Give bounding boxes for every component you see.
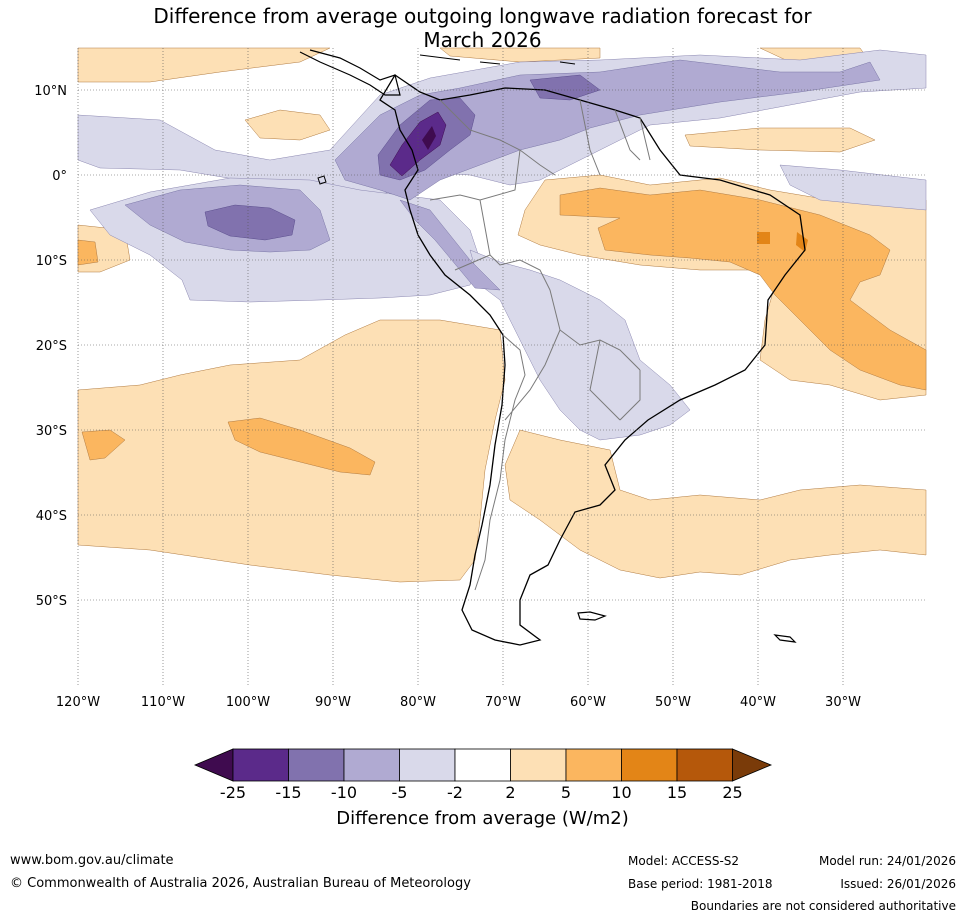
map-panel [77,47,927,685]
colorbar-title: Difference from average (W/m2) [336,808,629,829]
longitude-labels: 120°W 110°W 100°W 90°W 80°W 70°W 60°W 50… [56,695,861,710]
colorbar [193,748,773,782]
boundaries-disclaimer: Boundaries are not considered authoritat… [690,899,956,913]
peru-coast-band [399,199,501,291]
colorbar-tick: 15 [666,783,688,802]
brazil-hotspot-1 [757,232,770,244]
colorbar-swatch [343,748,400,782]
lat-lon-gridlines [77,48,926,685]
lat-label: 30°S [36,424,67,439]
colorbar-low-extension [193,748,234,782]
colorbar-tick: 25 [722,783,743,802]
lat-label: 10°N [34,84,67,99]
lat-label: 20°S [36,339,67,354]
central-america-coastline [299,49,401,96]
colorbar-swatch [565,748,622,782]
copyright-notice: © Commonwealth of Australia 2026, Austra… [10,876,471,891]
lon-label: 70°W [485,695,521,710]
lat-label: 0° [52,169,67,184]
issued-date: Issued: 26/01/2026 [840,877,956,891]
chile-coast-patch [81,429,126,461]
lat-label: 50°S [36,594,67,609]
atlantic-east-band [779,164,927,211]
brazil-medium-core [559,187,927,391]
colorbar-swatch [288,748,345,782]
galapagos-islands [317,175,327,185]
south-america-coastline [379,74,806,646]
lon-label: 50°W [655,695,691,710]
colorbar-swatch [232,748,289,782]
lon-label: 120°W [56,695,100,710]
colorbar-tick: -10 [330,783,358,802]
caribbean-islands [419,54,576,65]
colorbar-swatch [399,748,456,782]
colorbar-tick: 2 [505,783,516,802]
lat-label: 10°S [36,254,67,269]
lon-label: 80°W [400,695,436,710]
atlantic-equatorial-patch [684,127,876,153]
lon-label: 60°W [570,695,606,710]
map-title: Difference from average outgoing longwav… [0,4,965,52]
colorbar-high-extension [732,748,773,782]
country-boundaries [429,99,651,591]
base-period: Base period: 1981-2018 [628,877,773,891]
colombia-extreme-core [422,126,436,150]
lat-label: 40°S [36,509,67,524]
south-georgia [773,634,797,643]
model-run-date: Model run: 24/01/2026 [818,854,956,868]
colorbar-swatch [454,748,511,782]
lon-label: 40°W [740,695,776,710]
model-name: Model: ACCESS-S2 [628,854,740,868]
colorbar-tick: -15 [275,783,302,802]
colorbar-tick: -2 [447,783,463,802]
west-pacific-small [77,239,99,266]
lon-label: 110°W [141,695,185,710]
colorbar-swatch [510,748,567,782]
south-atlantic-region [504,429,927,579]
latitude-labels: 10°N 0° 10°S 20°S 30°S 40°S 50°S [34,84,67,609]
lon-label: 100°W [226,695,270,710]
amazon-dark-patch [529,74,601,101]
lon-label: 90°W [315,695,351,710]
colorbar-tick: -25 [219,783,247,802]
pacific-medium-patch [227,417,376,476]
colorbar-swatch [676,748,733,782]
colorbar-swatch [621,748,678,782]
anomaly-5-to-10 [77,187,927,476]
website-link[interactable]: www.bom.gov.au/climate [10,853,174,868]
colorbar-tick: 5 [560,783,572,802]
colorbar-tick: -5 [391,783,408,802]
lon-label: 30°W [825,695,861,710]
caribbean-patch [439,47,601,63]
title-line-1: Difference from average outgoing longwav… [153,4,812,28]
colorbar-tick: 10 [611,783,632,802]
pacific-small-patch [244,109,331,141]
pacific-dark-core [204,204,296,241]
